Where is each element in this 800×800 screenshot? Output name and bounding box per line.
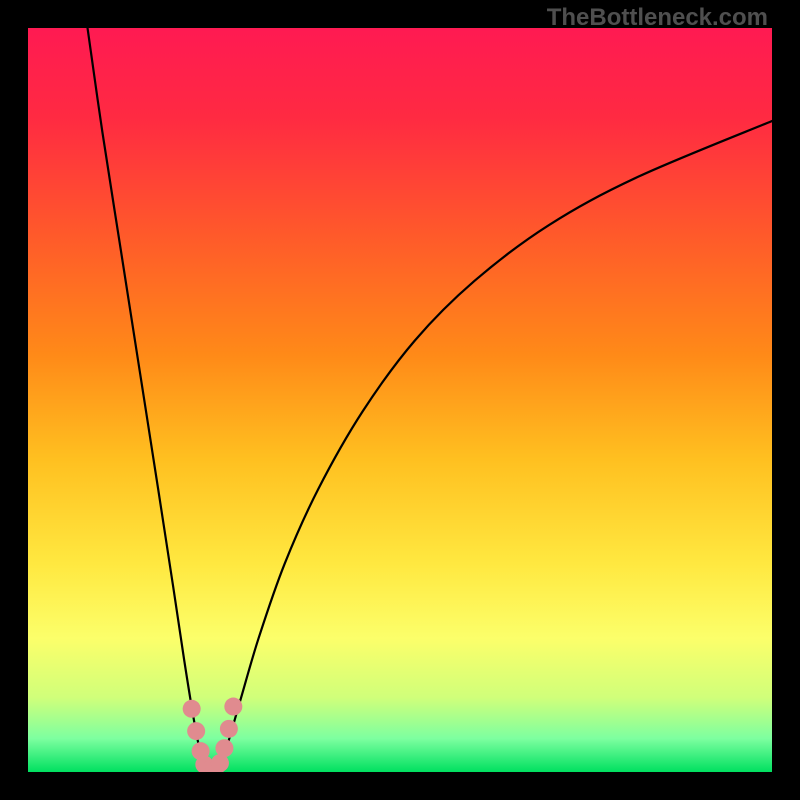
valley-marker bbox=[215, 739, 233, 757]
valley-marker bbox=[220, 720, 238, 738]
right-branch-curve bbox=[218, 121, 772, 770]
chart-frame: TheBottleneck.com bbox=[0, 0, 800, 800]
valley-marker bbox=[187, 722, 205, 740]
plot-area bbox=[28, 28, 772, 772]
curve-overlay bbox=[28, 28, 772, 772]
valley-marker-group bbox=[183, 698, 243, 772]
watermark-text: TheBottleneck.com bbox=[547, 4, 768, 32]
valley-marker bbox=[224, 698, 242, 716]
left-branch-curve bbox=[88, 28, 207, 770]
valley-marker bbox=[183, 700, 201, 718]
